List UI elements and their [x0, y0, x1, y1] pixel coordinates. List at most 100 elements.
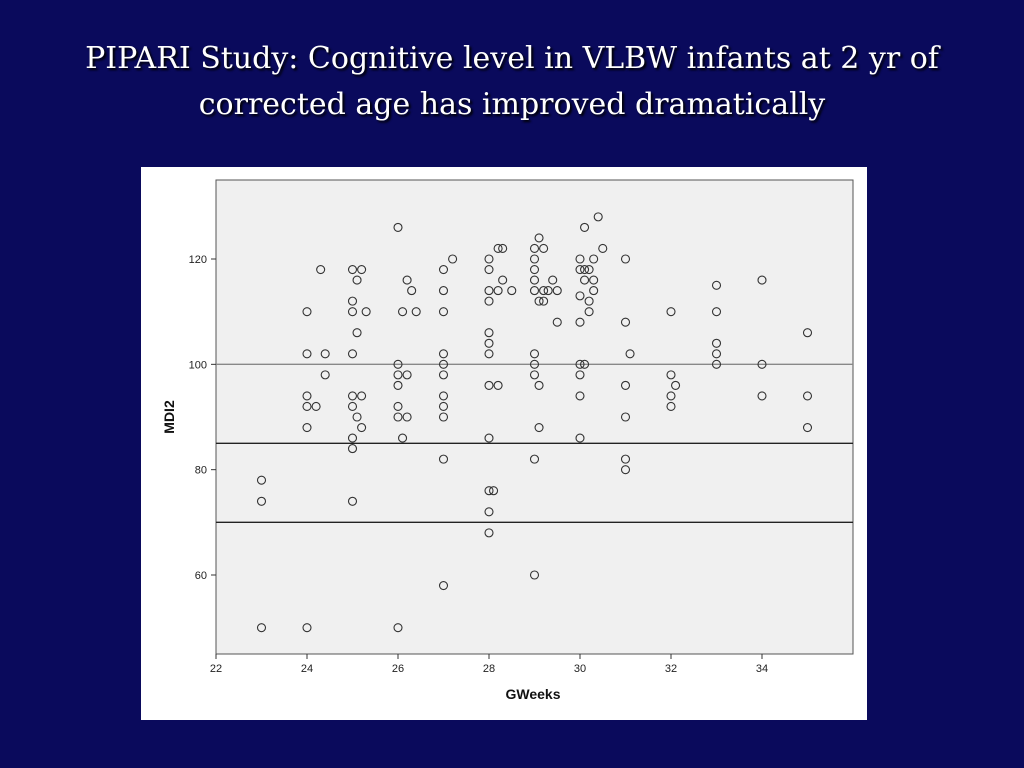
- x-tick-label: 28: [483, 663, 495, 675]
- data-point: [302, 307, 312, 317]
- data-point: [484, 349, 494, 359]
- data-point: [347, 444, 358, 454]
- data-point: [357, 264, 367, 275]
- data-point: [534, 296, 544, 306]
- data-point: [666, 401, 676, 412]
- data-point: [670, 380, 681, 390]
- data-point: [256, 496, 267, 506]
- data-point: [534, 380, 544, 390]
- data-point: [575, 433, 585, 443]
- data-point: [488, 486, 499, 496]
- data-point: [529, 275, 540, 285]
- data-point: [666, 370, 676, 380]
- data-point: [534, 233, 544, 243]
- data-point: [438, 307, 449, 317]
- y-tick-label: 100: [189, 359, 207, 371]
- data-point: [802, 391, 813, 401]
- data-point: [484, 380, 494, 390]
- data-point: [802, 328, 813, 338]
- data-point: [347, 307, 358, 317]
- data-point: [393, 401, 403, 412]
- data-point: [529, 454, 540, 464]
- data-point: [302, 391, 312, 401]
- plot-area: [215, 179, 854, 655]
- data-point: [529, 370, 540, 380]
- data-point: [347, 264, 358, 275]
- data-point: [320, 370, 330, 380]
- data-point: [575, 254, 585, 264]
- data-point: [543, 286, 553, 296]
- x-tick-label: 24: [301, 663, 313, 675]
- data-point: [438, 359, 449, 369]
- data-point: [347, 401, 358, 412]
- data-point: [620, 254, 631, 264]
- x-axis-title: GWeeks: [506, 686, 561, 702]
- data-point: [589, 286, 599, 296]
- data-point: [357, 391, 367, 401]
- data-point: [493, 286, 503, 296]
- data-point: [529, 349, 540, 359]
- data-point: [620, 465, 631, 475]
- data-point: [347, 433, 358, 443]
- data-point: [575, 370, 585, 380]
- data-point: [302, 401, 312, 412]
- data-point: [402, 412, 412, 422]
- slide-title: PIPARI Study: Cognitive level in VLBW in…: [40, 36, 984, 128]
- data-point: [484, 264, 494, 275]
- x-tick-label: 30: [574, 663, 586, 675]
- data-point: [711, 338, 722, 348]
- data-point: [352, 412, 362, 422]
- data-point: [320, 349, 330, 359]
- data-point: [534, 422, 544, 433]
- y-tick-label: 80: [195, 465, 207, 477]
- data-point: [393, 380, 403, 390]
- data-point: [302, 349, 312, 359]
- data-point: [347, 496, 358, 506]
- data-point: [620, 380, 631, 390]
- x-tick-label: 22: [210, 663, 222, 675]
- data-point: [311, 401, 321, 412]
- x-tick-label: 34: [756, 663, 768, 675]
- data-point: [352, 328, 362, 338]
- scatter-chart: 22 24 26 28 30 32 34 60 80 100 120 GWeeks MDI2: [161, 179, 854, 702]
- data-point: [620, 317, 631, 327]
- data-point: [552, 286, 562, 296]
- data-point: [539, 243, 549, 254]
- slide-title-line-2: corrected age has improved dramatically: [198, 87, 826, 122]
- data-point: [711, 359, 722, 369]
- data-point: [448, 254, 458, 264]
- data-point: [620, 454, 631, 464]
- data-point: [352, 275, 362, 285]
- data-point: [484, 296, 494, 306]
- data-point: [357, 422, 367, 433]
- data-point: [575, 264, 585, 275]
- data-point: [711, 280, 722, 290]
- data-point: [579, 359, 590, 369]
- data-point: [493, 243, 503, 254]
- data-point: [393, 623, 403, 633]
- data-point: [589, 275, 599, 285]
- y-tick-label: 120: [189, 254, 207, 266]
- data-point: [484, 486, 494, 496]
- data-point: [666, 391, 676, 401]
- data-point: [593, 212, 603, 222]
- data-point: [484, 433, 494, 443]
- data-point: [256, 623, 267, 633]
- data-point: [302, 623, 312, 633]
- data-point: [393, 370, 403, 380]
- x-tick-label: 32: [665, 663, 677, 675]
- data-point: [484, 254, 494, 264]
- data-point: [347, 296, 358, 306]
- data-point: [575, 291, 585, 301]
- data-point: [552, 317, 562, 327]
- data-point: [498, 275, 508, 285]
- data-point: [393, 412, 403, 422]
- slide-title-line-1: PIPARI Study: Cognitive level in VLBW in…: [85, 41, 939, 76]
- x-tick-label: 26: [392, 663, 404, 675]
- data-point: [393, 359, 403, 369]
- data-point: [438, 580, 449, 591]
- data-point: [802, 422, 813, 433]
- data-point: [711, 307, 722, 317]
- data-point: [438, 349, 449, 359]
- data-point: [256, 475, 267, 485]
